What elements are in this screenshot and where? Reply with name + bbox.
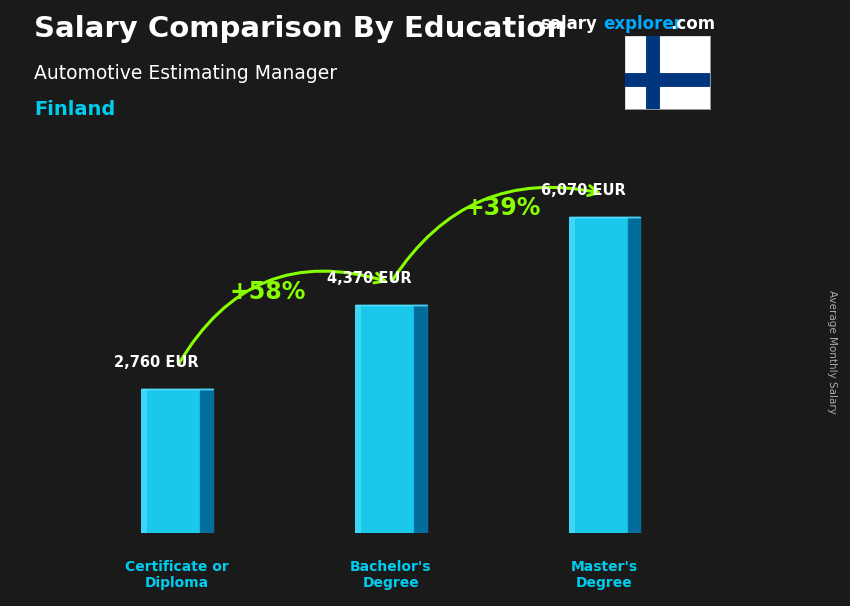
Text: Automotive Estimating Manager: Automotive Estimating Manager (34, 64, 337, 82)
Text: .com: .com (670, 15, 715, 33)
Text: salary: salary (540, 15, 597, 33)
Bar (569, 216, 627, 533)
Text: Certificate or
Diploma: Certificate or Diploma (125, 559, 229, 590)
Bar (141, 389, 200, 533)
Bar (141, 389, 147, 533)
Bar (355, 305, 414, 533)
Text: Average Monthly Salary: Average Monthly Salary (827, 290, 837, 413)
Text: Master's
Degree: Master's Degree (571, 559, 638, 590)
Polygon shape (200, 389, 213, 533)
Text: 2,760 EUR: 2,760 EUR (114, 356, 198, 370)
Text: +58%: +58% (230, 279, 306, 304)
Text: +39%: +39% (465, 196, 541, 219)
Text: Bachelor's
Degree: Bachelor's Degree (350, 559, 432, 590)
Bar (355, 305, 361, 533)
Text: 6,070 EUR: 6,070 EUR (541, 183, 626, 198)
Text: 4,370 EUR: 4,370 EUR (327, 271, 412, 287)
Text: Salary Comparison By Education: Salary Comparison By Education (34, 15, 567, 43)
Bar (569, 216, 575, 533)
Text: Finland: Finland (34, 100, 116, 119)
Polygon shape (627, 216, 640, 533)
Text: explorer: explorer (604, 15, 683, 33)
Polygon shape (414, 305, 427, 533)
